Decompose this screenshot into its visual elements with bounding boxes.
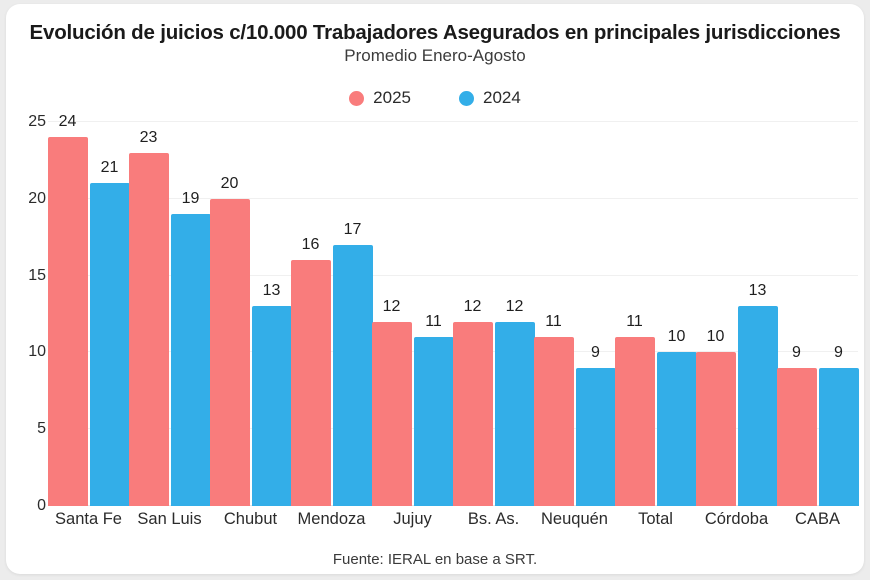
bar[interactable] [695,352,736,506]
bar-value-label: 13 [748,282,767,300]
bar-value-label: 12 [382,297,401,315]
chart-subtitle: Promedio Enero-Agosto [344,46,526,65]
bar[interactable] [533,337,574,506]
bar-value-label: 24 [58,113,77,131]
bar[interactable] [47,137,88,506]
bar-value-label: 11 [545,313,562,331]
bar-value-label: 11 [626,313,643,331]
bar-value-label: 23 [139,128,158,146]
x-axis-tick-label: Chubut [223,510,278,528]
bar-value-label: 20 [220,174,239,192]
chart-title: Evolución de juicios c/10.000 Trabajador… [29,21,841,44]
y-axis-tick-label: 20 [28,189,46,207]
legend-swatch-2024-icon [459,90,474,106]
y-axis-tick-label: 15 [28,266,46,284]
legend-item-2024[interactable]: 2024 [459,88,521,108]
gridline [48,121,858,122]
bar[interactable] [776,367,817,506]
bar-value-label: 9 [792,343,801,361]
bar[interactable] [170,214,211,506]
y-axis-tick-label: 10 [28,343,46,361]
y-axis: 0 5 10 15 20 25 [6,113,46,514]
gridline [48,274,858,276]
legend-item-2025[interactable]: 2025 [349,88,411,108]
bar[interactable] [737,306,778,506]
chart-card: Evolución de juicios c/10.000 Trabajador… [6,4,864,574]
y-axis-tick-label: 0 [37,497,46,514]
bar-value-label: 17 [343,220,362,238]
x-axis-tick-label: San Luis [137,510,202,528]
bar-value-label: 10 [706,328,725,346]
bar[interactable] [290,260,331,506]
bar-value-label: 19 [181,190,200,208]
bar[interactable] [614,337,655,506]
x-axis-tick-label: Santa Fe [55,510,122,528]
bar[interactable] [89,183,130,506]
bar-value-label: 10 [667,328,686,346]
legend-label-2025: 2025 [373,88,411,107]
plot-area: 0 5 10 15 20 25 24 21 23 19 20 13 16 17 12 11 12 12 11 9 11… [6,4,864,574]
bar-value-label: 11 [425,313,442,331]
legend-swatch-2025-icon [349,90,365,106]
x-axis-tick-label: Bs. As. [467,510,520,528]
bar-value-label: 12 [463,297,482,315]
x-axis: Santa Fe San Luis Chubut Mendoza Jujuy Bs. As… [48,510,858,536]
x-axis-tick-label: Mendoza [297,510,366,528]
chart-legend: 2025 2024 [6,88,864,108]
x-axis-tick-label: CABA [795,510,840,528]
bar[interactable] [413,337,454,506]
bar-value-label: 12 [505,297,524,315]
bar[interactable] [209,198,250,506]
bar-value-label: 21 [100,159,119,177]
bar[interactable] [251,306,292,506]
bars: 24 21 23 19 20 13 16 17 12 11 12 12 11 9 11 10 10 13 9 9 [47,113,859,506]
bar[interactable] [494,321,535,506]
bar-value-label: 16 [301,236,320,254]
x-axis-tick-label: Neuquén [541,510,608,528]
chart-source: Fuente: IERAL en base a SRT. [332,551,538,568]
legend-label-2024: 2024 [483,88,521,107]
y-axis-tick-label: 25 [28,113,46,130]
bar[interactable] [371,321,412,506]
bar[interactable] [128,152,169,506]
x-axis-tick-label: Jujuy [393,510,432,528]
bar-value-label: 9 [591,343,600,361]
bar-value-label: 13 [262,282,281,300]
x-axis-tick-label: Córdoba [704,510,769,528]
bar[interactable] [656,352,697,506]
bar[interactable] [575,367,616,506]
y-axis-tick-label: 5 [37,420,46,438]
bar-value-label: 9 [834,343,843,361]
bar[interactable] [332,244,373,506]
bar[interactable] [452,321,493,506]
x-axis-tick-label: Total [638,510,673,528]
gridline [48,197,858,199]
bar[interactable] [818,367,859,506]
